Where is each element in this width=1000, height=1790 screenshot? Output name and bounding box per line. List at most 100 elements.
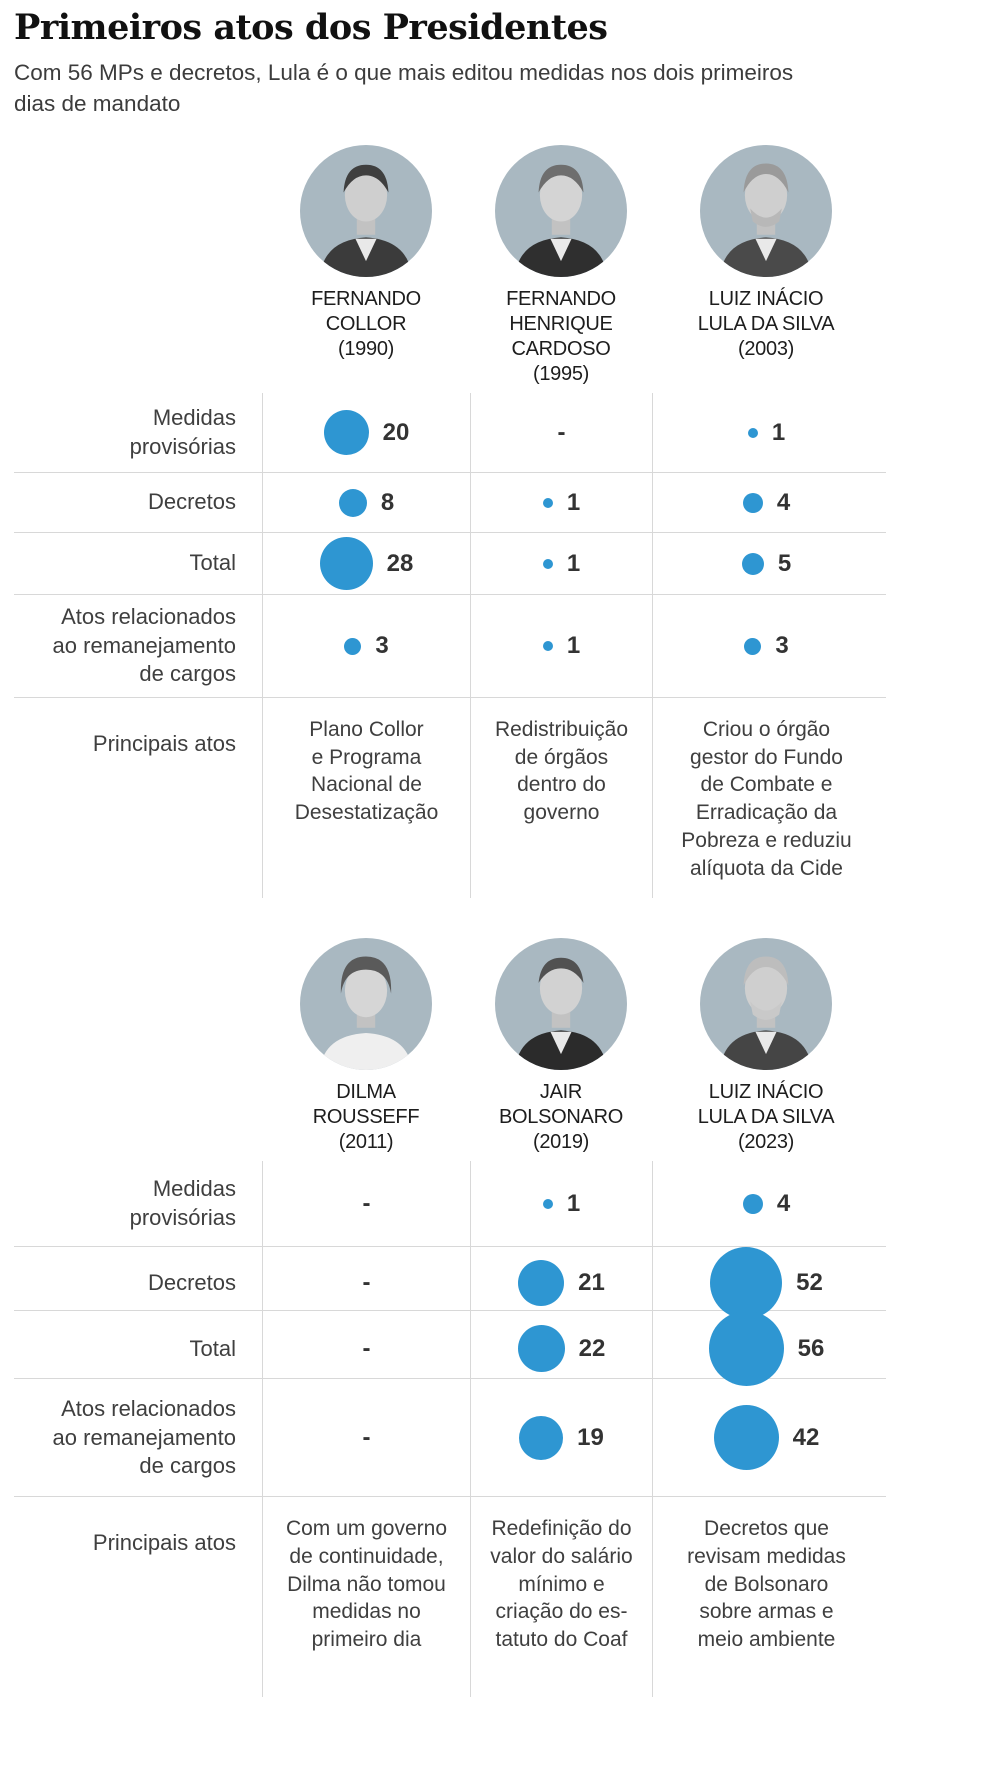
names-row-2: DILMA ROUSSEFF (2011) JAIR BOLSONARO (20… (14, 1080, 886, 1155)
table-row: Principais atos Plano Collor e Programa … (14, 698, 886, 899)
section-2011-2023: DILMA ROUSSEFF (2011) JAIR BOLSONARO (20… (14, 938, 886, 1698)
value-bubble (323, 410, 369, 455)
value-cell: 42 (652, 1379, 880, 1497)
table-2: Medidas provisórias - 1 4 Decretos - 21 … (14, 1161, 886, 1698)
portraits-row-1 (14, 145, 886, 277)
value-cell: 19 (470, 1379, 652, 1497)
portrait-jair-bolsonaro (495, 938, 627, 1071)
president-name: FERNANDO COLLOR (1990) (311, 288, 421, 360)
value-cell: - (262, 1247, 470, 1320)
value-bubble (517, 1325, 565, 1373)
table-row: Total 28 1 5 (14, 533, 886, 595)
value-number: 21 (578, 1269, 605, 1297)
value-bubble (542, 497, 553, 508)
names-row-1: FERNANDO COLLOR (1990) FERNANDO HENRIQUE… (14, 287, 886, 387)
person-icon (495, 938, 627, 1071)
value-cell: 56 (652, 1311, 880, 1387)
value-cell: 20 (262, 393, 470, 472)
value-cell: 21 (470, 1247, 652, 1320)
row-label: Total (189, 1335, 236, 1361)
person-icon (300, 938, 432, 1071)
no-data-dash: - (362, 1269, 371, 1297)
value-cell: 1 (652, 393, 880, 472)
value-cell: 3 (262, 595, 470, 697)
table-row: Total - 22 56 (14, 1311, 886, 1387)
value-number: 1 (566, 632, 581, 659)
value-number: 4 (776, 1189, 791, 1217)
no-data-dash: - (362, 1189, 371, 1217)
infographic: Primeiros atos dos Presidentes Com 56 MP… (14, 0, 886, 1698)
person-icon (700, 938, 832, 1071)
value-bubble (710, 1247, 783, 1320)
row-label: Decretos (147, 1270, 236, 1296)
value-cell: 1 (470, 473, 652, 532)
no-data-dash: - (557, 418, 566, 446)
value-bubble (518, 1260, 565, 1307)
value-bubble (747, 427, 758, 438)
value-number: 42 (792, 1423, 820, 1451)
table-row: Principais atos Com um governo de contin… (14, 1497, 886, 1698)
row-label: Atos relacionados ao remanejamento de ca… (52, 1395, 236, 1479)
section-1990-2003: FERNANDO COLLOR (1990) FERNANDO HENRIQUE… (14, 145, 886, 899)
person-icon (495, 145, 627, 277)
main-acts-text: Redistribuição de órgãos dentro do gover… (470, 698, 652, 899)
main-acts-text: Plano Collor e Programa Nacional de Dese… (262, 698, 470, 899)
table-row: Atos relacionados ao remanejamento de ca… (14, 595, 886, 698)
row-label: Total (189, 550, 236, 576)
portrait-lula-2003 (700, 145, 832, 277)
president-name: DILMA ROUSSEFF (2011) (312, 1081, 420, 1154)
row-label: Medidas provisórias (129, 1176, 236, 1230)
person-icon (300, 145, 432, 277)
president-name: FERNANDO HENRIQUE CARDOSO (1995) (506, 288, 616, 385)
value-number: 19 (577, 1423, 604, 1451)
value-number: 1 (566, 1189, 581, 1217)
value-bubble (542, 558, 553, 569)
value-cell: - (262, 1311, 470, 1387)
value-number: 4 (776, 488, 791, 516)
value-bubble (742, 1193, 763, 1214)
portrait-dilma-rousseff (300, 938, 432, 1071)
value-cell: 8 (262, 473, 470, 532)
value-bubble (744, 637, 762, 655)
value-cell: 1 (470, 595, 652, 697)
value-number: 22 (578, 1334, 606, 1362)
value-bubble (319, 537, 373, 590)
table-row: Atos relacionados ao remanejamento de ca… (14, 1379, 886, 1498)
table-row: Medidas provisórias - 1 4 (14, 1161, 886, 1248)
table-1: Medidas provisórias 20 - 1 Decretos 8 1 … (14, 393, 886, 899)
value-cell: 3 (652, 595, 880, 697)
value-bubble (708, 1311, 784, 1387)
table-row: Medidas provisórias 20 - 1 (14, 393, 886, 473)
value-bubble (519, 1415, 564, 1460)
value-number: 20 (382, 418, 410, 446)
value-number: 3 (775, 632, 789, 659)
value-bubble (344, 637, 362, 655)
page-subtitle: Com 56 MPs e decretos, Lula é o que mais… (14, 60, 794, 116)
value-bubble (542, 641, 553, 651)
value-cell: - (262, 1379, 470, 1497)
main-acts-text: Com um governo de continuidade, Dilma nã… (262, 1497, 470, 1698)
row-label: Principais atos (92, 1530, 236, 1556)
value-number: 56 (797, 1334, 825, 1362)
value-bubble (338, 488, 367, 517)
no-data-dash: - (362, 1334, 371, 1362)
value-number: 1 (566, 488, 581, 516)
value-number: 52 (796, 1269, 823, 1297)
main-acts-text: Criou o órgão gestor do Fundo de Combate… (652, 698, 880, 899)
row-label: Decretos (147, 489, 236, 515)
value-bubble (713, 1405, 779, 1471)
value-number: 8 (380, 488, 395, 516)
president-name: JAIR BOLSONARO (2019) (499, 1081, 623, 1154)
value-cell: 22 (470, 1311, 652, 1387)
portrait-fernando-collor (300, 145, 432, 277)
value-number: 1 (771, 418, 786, 446)
value-cell: 28 (262, 533, 470, 594)
row-label: Atos relacionados ao remanejamento de ca… (52, 604, 236, 687)
value-cell: 4 (652, 1161, 880, 1247)
row-label: Medidas provisórias (129, 404, 236, 459)
value-bubble (742, 492, 763, 513)
value-bubble (741, 552, 764, 575)
no-data-dash: - (362, 1423, 371, 1451)
value-number: 5 (777, 549, 792, 577)
president-name: LUIZ INÁCIO LULA DA SILVA (2003) (697, 288, 835, 360)
